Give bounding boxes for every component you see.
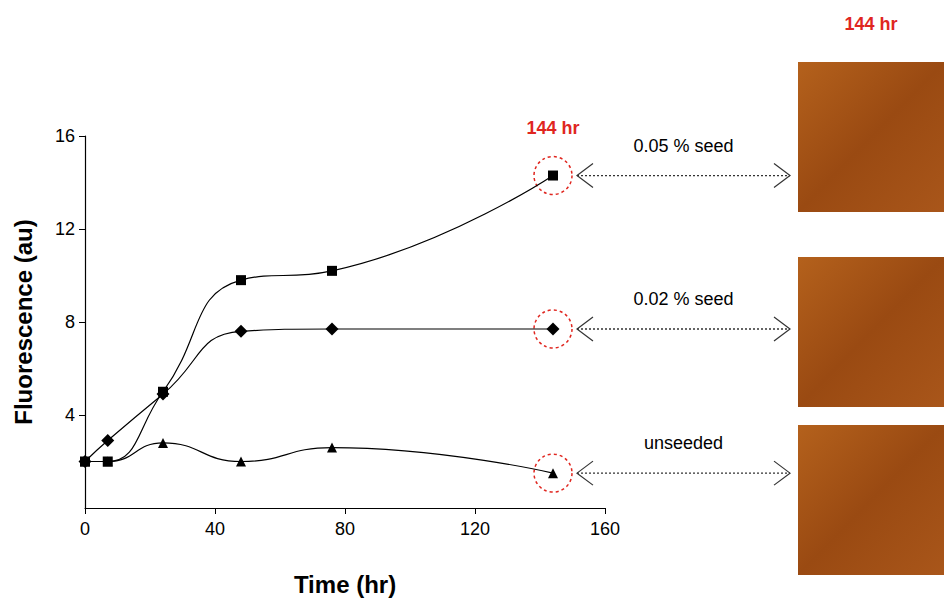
svg-text:80: 80 bbox=[335, 519, 355, 539]
svg-text:120: 120 bbox=[460, 519, 490, 539]
svg-text:160: 160 bbox=[590, 519, 620, 539]
svg-text:144 hr: 144 hr bbox=[844, 14, 897, 34]
svg-text:unseeded: unseeded bbox=[644, 433, 723, 453]
svg-text:16: 16 bbox=[55, 126, 75, 146]
svg-text:Fluorescence (au): Fluorescence (au) bbox=[10, 219, 37, 424]
svg-text:4: 4 bbox=[65, 405, 75, 425]
svg-text:12: 12 bbox=[55, 219, 75, 239]
svg-text:0.02 % seed: 0.02 % seed bbox=[633, 289, 733, 309]
svg-text:Time (hr): Time (hr) bbox=[294, 571, 396, 598]
svg-text:0: 0 bbox=[80, 519, 90, 539]
svg-text:40: 40 bbox=[205, 519, 225, 539]
svg-text:8: 8 bbox=[65, 312, 75, 332]
svg-text:0.05 % seed: 0.05 % seed bbox=[633, 136, 733, 156]
svg-text:144 hr: 144 hr bbox=[526, 118, 579, 138]
